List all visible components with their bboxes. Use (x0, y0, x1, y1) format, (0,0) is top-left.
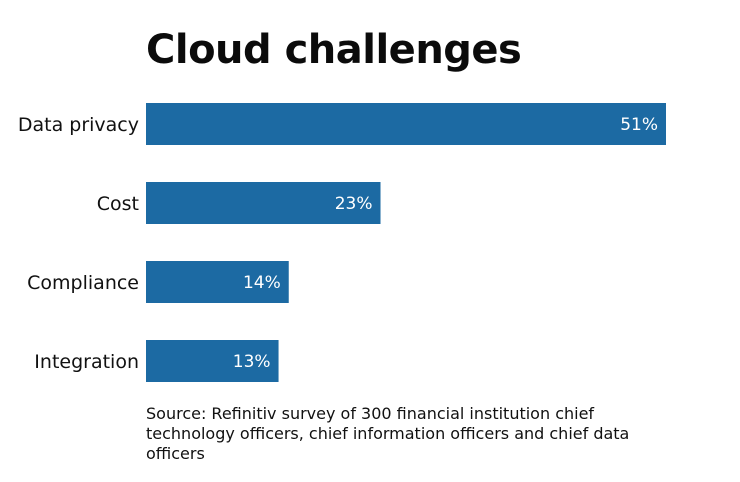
value-label: 13% (233, 352, 271, 372)
category-label: Data privacy (18, 114, 139, 136)
chart-title: Cloud challenges (146, 27, 522, 73)
bar-data-privacy (146, 103, 666, 145)
value-label: 23% (335, 194, 373, 214)
bar-compliance (146, 261, 289, 303)
source-note: Source: Refinitiv survey of 300 financia… (146, 404, 630, 463)
value-label: 14% (243, 273, 281, 293)
category-label: Compliance (27, 272, 139, 294)
category-label: Integration (34, 351, 139, 373)
bar-cost (146, 182, 381, 224)
value-label: 51% (620, 115, 658, 135)
bar-integration (146, 340, 279, 382)
category-label: Cost (97, 193, 139, 215)
